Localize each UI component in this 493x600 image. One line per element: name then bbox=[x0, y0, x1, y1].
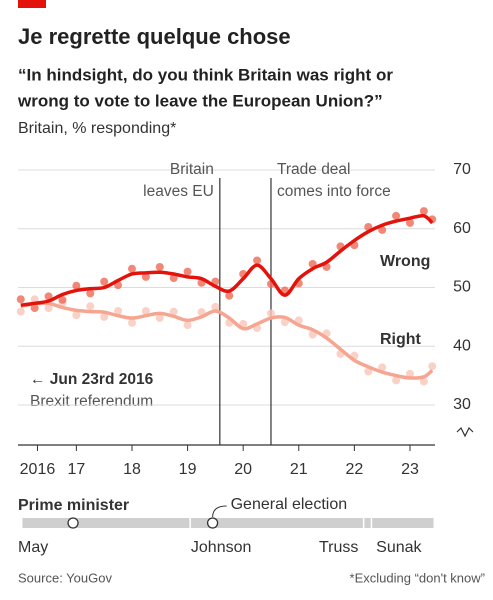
series-line bbox=[20, 213, 434, 307]
x-tick-label: 21 bbox=[290, 461, 308, 478]
data-point bbox=[392, 376, 401, 385]
series-label: Wrong bbox=[380, 253, 430, 270]
election-label: General election bbox=[231, 496, 348, 513]
data-point bbox=[378, 225, 387, 234]
data-point bbox=[419, 377, 428, 386]
data-point bbox=[392, 211, 401, 220]
x-tick-label: 17 bbox=[67, 461, 85, 478]
footnote: *Excluding “don't know” bbox=[350, 570, 485, 585]
pm-term bbox=[364, 518, 371, 528]
x-tick-label: 19 bbox=[179, 461, 197, 478]
brand-tag bbox=[18, 0, 46, 8]
data-point bbox=[169, 307, 178, 316]
pm-term bbox=[372, 518, 434, 528]
data-point bbox=[155, 314, 164, 323]
data-point bbox=[127, 264, 136, 273]
x-tick-label: 22 bbox=[345, 461, 363, 478]
data-point bbox=[16, 307, 25, 316]
series-label: Right bbox=[380, 331, 422, 348]
x-tick-label: 23 bbox=[401, 461, 419, 478]
subtitle: “In hindsight, do you think Britain was … bbox=[18, 65, 393, 84]
event-label: Trade deal bbox=[277, 161, 351, 178]
data-point bbox=[378, 363, 387, 372]
data-point bbox=[183, 267, 192, 276]
election-marker bbox=[67, 517, 79, 529]
units-note: Britain, % responding* bbox=[18, 120, 176, 137]
x-tick-label: 20 bbox=[234, 461, 252, 478]
data-point bbox=[280, 318, 289, 327]
data-point bbox=[30, 304, 39, 313]
data-point bbox=[86, 289, 95, 298]
callout bbox=[212, 505, 227, 518]
data-point bbox=[44, 292, 53, 301]
data-point bbox=[405, 218, 414, 227]
data-point bbox=[141, 307, 150, 315]
y-tick-label: 40 bbox=[453, 337, 471, 354]
data-point bbox=[100, 277, 109, 286]
pm-term bbox=[22, 518, 190, 528]
pm-name: Johnson bbox=[191, 539, 252, 556]
annotation: ← Jun 23rd 2016 bbox=[30, 371, 154, 388]
data-point bbox=[114, 307, 123, 315]
data-point bbox=[86, 302, 95, 311]
data-point bbox=[428, 362, 437, 371]
data-point bbox=[58, 295, 67, 304]
pm-name: Truss bbox=[319, 539, 358, 556]
y-tick-label: 70 bbox=[453, 161, 471, 178]
event-label: leaves EU bbox=[143, 183, 214, 200]
data-point bbox=[127, 318, 136, 327]
data-point bbox=[419, 207, 428, 216]
annotation: Brexit referendum bbox=[30, 393, 153, 410]
data-point bbox=[100, 312, 109, 321]
axis-break bbox=[456, 426, 474, 438]
pm-name: Sunak bbox=[376, 539, 422, 556]
data-point bbox=[72, 281, 81, 290]
pm-name: May bbox=[18, 539, 48, 556]
y-tick-label: 60 bbox=[453, 220, 471, 237]
data-point bbox=[16, 295, 25, 304]
data-point bbox=[44, 304, 53, 313]
data-point bbox=[211, 302, 220, 311]
data-point bbox=[266, 309, 275, 318]
data-point bbox=[225, 291, 234, 300]
series-line bbox=[20, 301, 434, 380]
event-label: comes into force bbox=[277, 183, 391, 200]
data-point bbox=[405, 369, 414, 378]
data-point bbox=[183, 321, 192, 330]
data-point bbox=[141, 272, 150, 281]
pm-term bbox=[190, 518, 363, 528]
chart-title: Je regrette quelque chose bbox=[18, 24, 291, 49]
pm-title: Prime minister bbox=[18, 497, 129, 514]
x-tick-label: 18 bbox=[123, 461, 141, 478]
data-point bbox=[72, 311, 81, 320]
data-point bbox=[30, 295, 39, 304]
data-point bbox=[155, 262, 164, 271]
data-point bbox=[253, 256, 262, 265]
x-tick-label: 2016 bbox=[20, 461, 56, 478]
source: Source: YouGov bbox=[18, 570, 112, 585]
y-tick-label: 30 bbox=[453, 396, 471, 413]
y-tick-label: 50 bbox=[453, 279, 471, 296]
election-marker bbox=[206, 517, 219, 529]
event-label: Britain bbox=[170, 161, 214, 178]
subtitle: wrong to vote to leave the European Unio… bbox=[17, 91, 383, 110]
